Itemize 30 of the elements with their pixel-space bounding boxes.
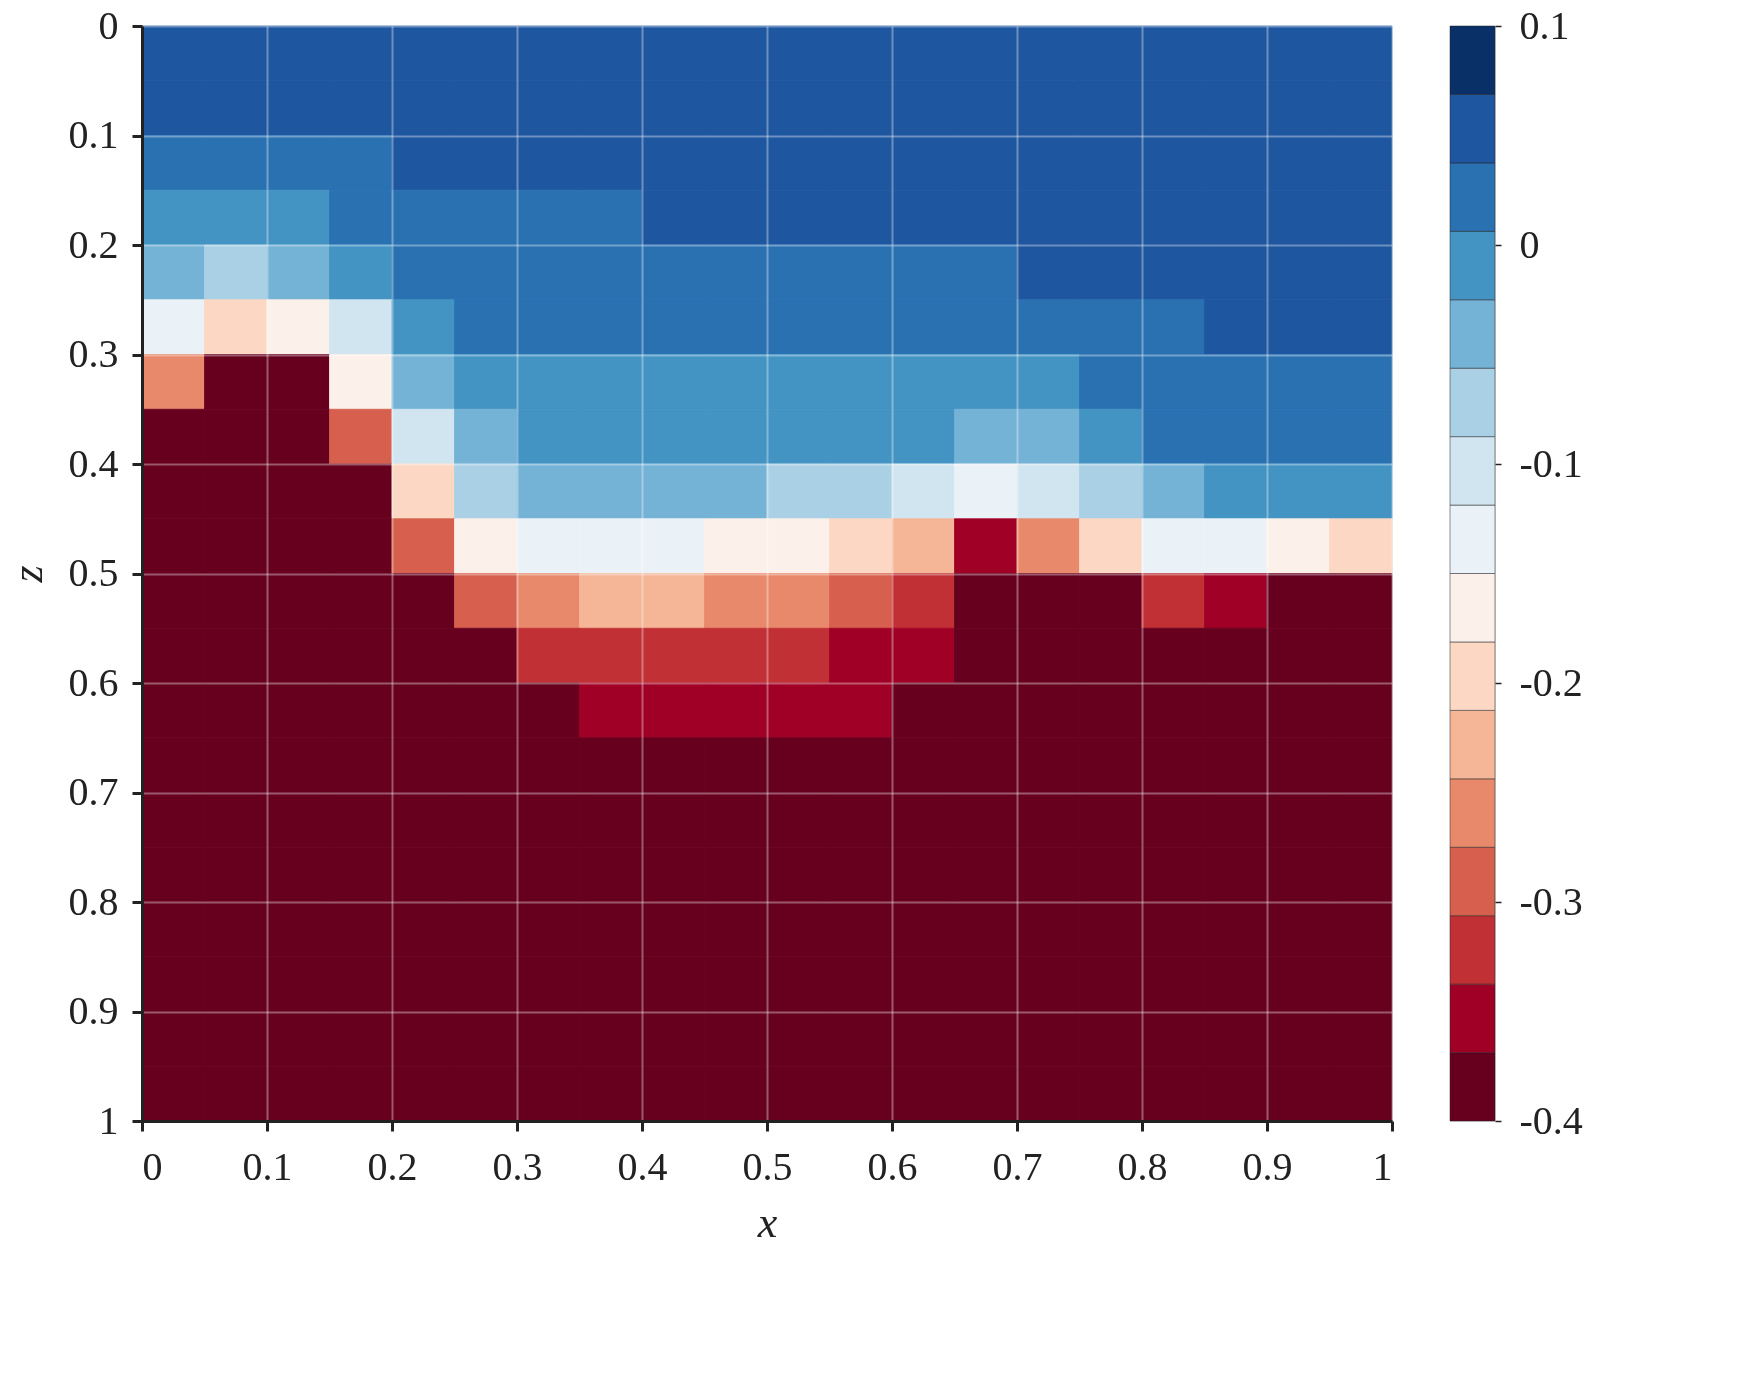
x-tick-label: 0.7 <box>992 1143 1043 1189</box>
color-bar-label: -0.3 <box>1519 878 1583 924</box>
x-tick-label: 0.4 <box>617 1143 668 1189</box>
x-tick-label: 1 <box>1372 1143 1393 1189</box>
x-tick-label: 0.8 <box>1117 1143 1168 1189</box>
y-tick-label: 0.4 <box>68 440 119 486</box>
color-bar-label: -0.4 <box>1519 1097 1583 1143</box>
color-bar-label: 0 <box>1519 221 1540 267</box>
y-tick-label: 0 <box>98 2 119 48</box>
y-axis-title: z <box>2 565 52 584</box>
x-tick-label: 0.9 <box>1242 1143 1293 1189</box>
y-tick-label: 0.8 <box>68 878 119 924</box>
y-tick-label: 0.1 <box>68 112 119 157</box>
y-tick-label: 0.2 <box>68 221 119 267</box>
x-tick-label: 0 <box>142 1143 163 1189</box>
color-bar-label: 0.1 <box>1519 2 1570 48</box>
x-axis-title: x <box>756 1197 778 1247</box>
color-bar-label: -0.2 <box>1519 659 1583 705</box>
y-tick-label: 0.9 <box>68 988 119 1033</box>
y-tick-label: 1 <box>98 1097 119 1143</box>
y-tick-label: 0.5 <box>68 550 119 595</box>
color-bar-label: -0.1 <box>1519 440 1583 486</box>
x-tick-label: 0.5 <box>742 1143 793 1189</box>
x-tick-label: 0.2 <box>367 1143 418 1189</box>
y-tick-label: 0.3 <box>68 331 119 376</box>
y-tick-label: 0.7 <box>68 769 119 814</box>
x-tick-label: 0.6 <box>867 1143 918 1189</box>
y-tick-label: 0.6 <box>68 659 119 705</box>
x-tick-label: 0.3 <box>492 1143 543 1189</box>
x-tick-label: 0.1 <box>242 1143 293 1189</box>
